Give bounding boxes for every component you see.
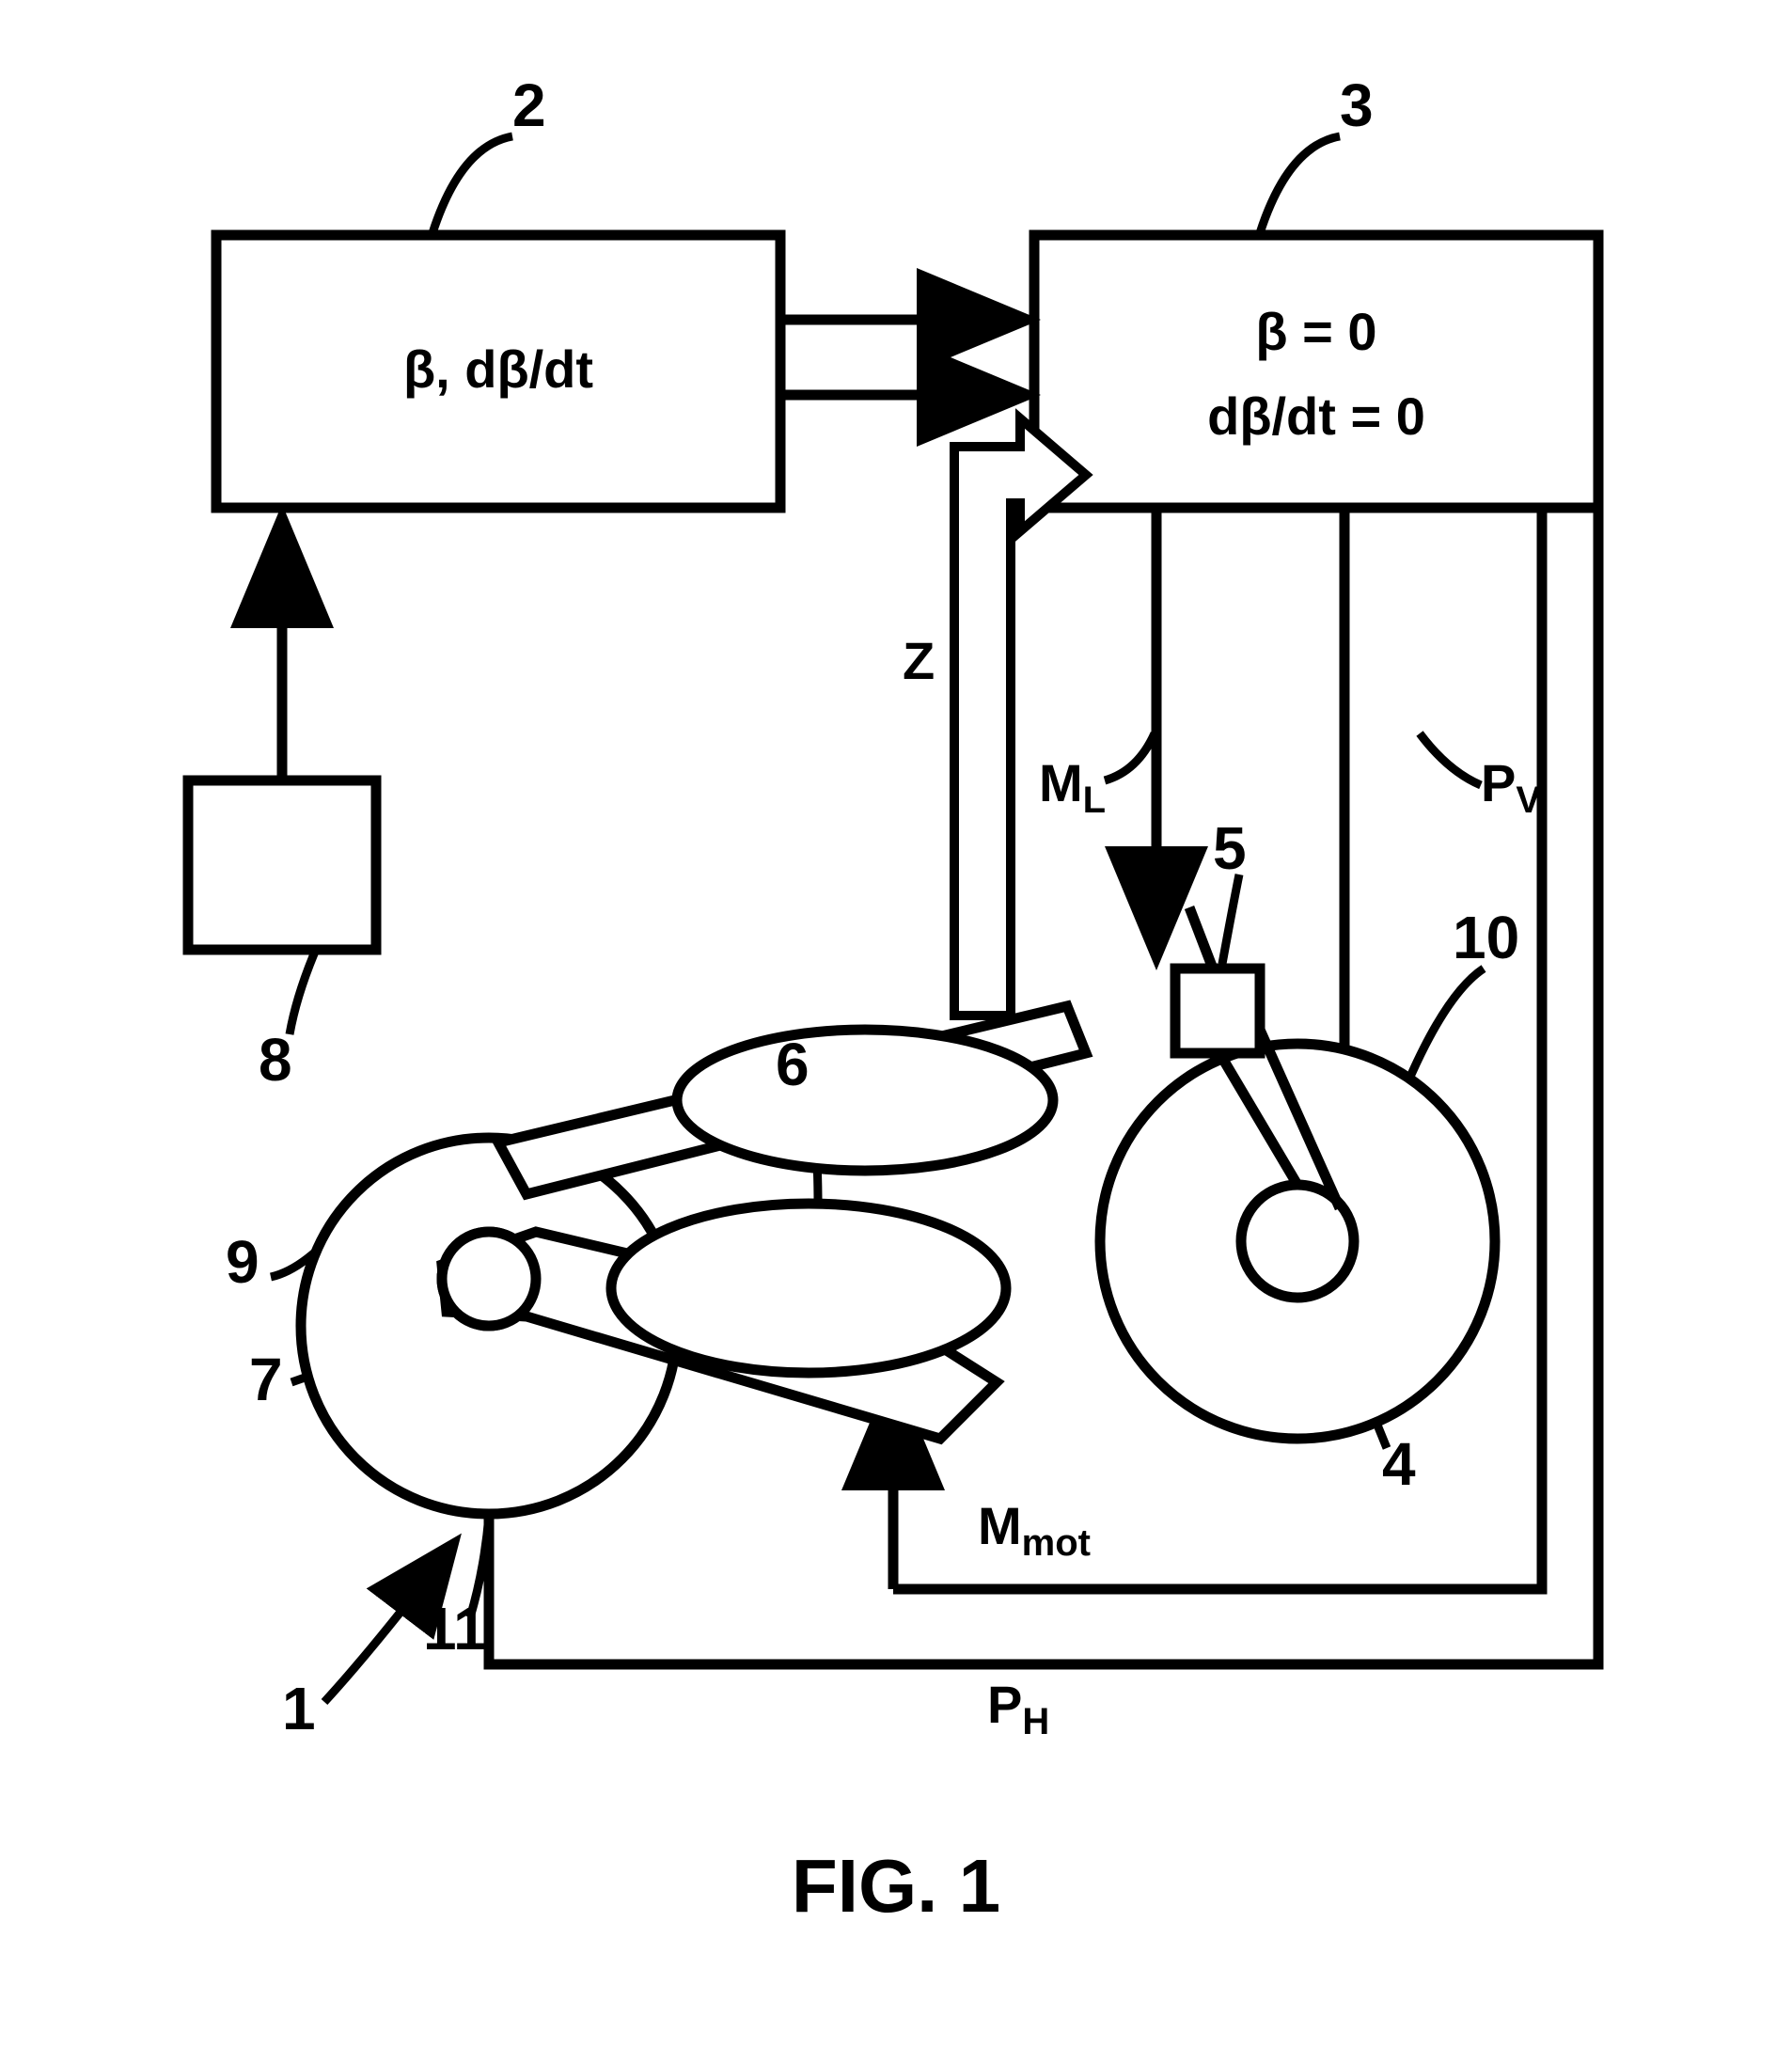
label-z: Z: [903, 630, 935, 691]
box3-text-l1: β = 0: [1034, 301, 1598, 362]
leader-2: [432, 136, 512, 233]
figure-1-diagram: β, dβ/dt β = 0 dβ/dt = 0 2 3 Z ML PV Mmo…: [0, 0, 1792, 2048]
ph-main: P: [987, 1675, 1022, 1734]
ref-1: 1: [282, 1674, 316, 1743]
pv-main: P: [1481, 753, 1516, 812]
ref-8: 8: [259, 1025, 292, 1095]
pv-sub: V: [1516, 780, 1541, 821]
ref-9: 9: [226, 1227, 259, 1297]
handlebar: [1189, 907, 1213, 969]
leader-3: [1260, 136, 1340, 233]
ref-3: 3: [1340, 71, 1374, 140]
mmot-sub: mot: [1022, 1522, 1091, 1564]
mmot-main: M: [978, 1496, 1022, 1555]
ref-4: 4: [1382, 1429, 1416, 1499]
ref-2: 2: [512, 71, 546, 140]
ml-main: M: [1039, 753, 1083, 812]
box3-text-l2: dβ/dt = 0: [1034, 386, 1598, 447]
ref-11: 11: [423, 1594, 487, 1663]
figure-title: FIG. 1: [0, 1843, 1792, 1930]
label-mmot: Mmot: [978, 1495, 1091, 1565]
ref-5: 5: [1213, 813, 1247, 883]
leader-ml: [1105, 733, 1155, 780]
label-ml: ML: [1039, 752, 1106, 822]
box-8: [188, 780, 376, 950]
ml-sub: L: [1083, 780, 1106, 821]
ref-6: 6: [776, 1030, 810, 1099]
box2-text: β, dβ/dt: [216, 339, 780, 400]
leader-8: [290, 952, 315, 1034]
leader-pv: [1420, 733, 1481, 785]
engine-ellipse: [611, 1204, 1006, 1373]
leader-5: [1222, 874, 1239, 964]
box-3: [1034, 235, 1598, 508]
steering-box: [1175, 969, 1260, 1053]
tank-ellipse: [677, 1030, 1053, 1171]
label-ph: PH: [987, 1674, 1049, 1743]
ref-7: 7: [249, 1345, 283, 1414]
ref-10: 10: [1453, 903, 1519, 972]
rear-hub-top: [442, 1232, 536, 1326]
ph-sub: H: [1022, 1701, 1049, 1742]
leader-10: [1410, 969, 1484, 1077]
label-pv: PV: [1481, 752, 1541, 822]
